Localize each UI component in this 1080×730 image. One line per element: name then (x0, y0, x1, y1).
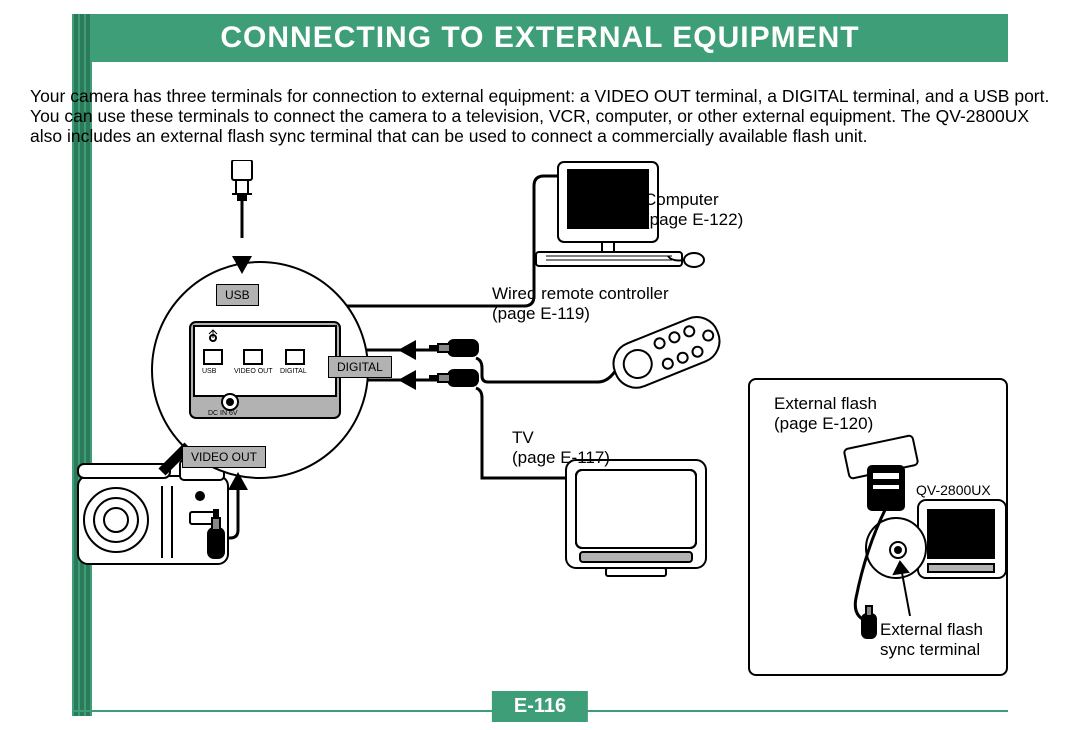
port-digital-text: DIGITAL (280, 368, 307, 375)
caption-computer-l1: Computer (644, 190, 719, 209)
connection-diagram: USB DIGITAL VIDEO OUT USB VIDEO OUT DIGI… (60, 160, 1020, 690)
usb-dongle-icon (232, 160, 252, 200)
port-videoout-text: VIDEO OUT (234, 368, 273, 375)
tv-icon (566, 460, 706, 576)
arrow-videoout (228, 472, 248, 490)
port-dc-text: DC IN 6V (208, 410, 238, 417)
caption-tv-l2: (page E-117) (512, 448, 610, 467)
arrow-digital (398, 340, 416, 360)
caption-remote-l2: (page E-119) (492, 304, 590, 323)
caption-remote-l1: Wired remote controller (492, 284, 669, 303)
caption-computer: Computer (page E-122) (644, 190, 743, 231)
jack-plug-2 (430, 370, 478, 386)
camera-icon (78, 460, 228, 564)
video-out-label: VIDEO OUT (182, 446, 266, 468)
caption-tv: TV (page E-117) (512, 428, 610, 469)
external-flash-inset: External flash (page E-120) (748, 378, 1008, 676)
usb-label: USB (216, 284, 259, 306)
caption-sync-terminal: External flash sync terminal (880, 620, 983, 661)
jack-plug-1 (430, 340, 478, 356)
caption-sync-l2: sync terminal (880, 640, 980, 659)
caption-sync-l1: External flash (880, 620, 983, 639)
caption-tv-l1: TV (512, 428, 534, 447)
intro-paragraph: Your camera has three terminals for conn… (30, 86, 1050, 146)
caption-computer-l2: (page E-122) (644, 210, 743, 229)
page-header: CONNECTING TO EXTERNAL EQUIPMENT (72, 14, 1008, 62)
arrow-digital2 (398, 370, 416, 390)
page-title: CONNECTING TO EXTERNAL EQUIPMENT (220, 21, 859, 55)
caption-model: QV-2800UX (916, 482, 991, 499)
page-number: E-116 (492, 691, 588, 722)
port-usb-text: USB (202, 368, 216, 375)
digital-label: DIGITAL (328, 356, 392, 378)
caption-remote: Wired remote controller (page E-119) (492, 284, 669, 325)
arrow-usb (232, 256, 252, 274)
